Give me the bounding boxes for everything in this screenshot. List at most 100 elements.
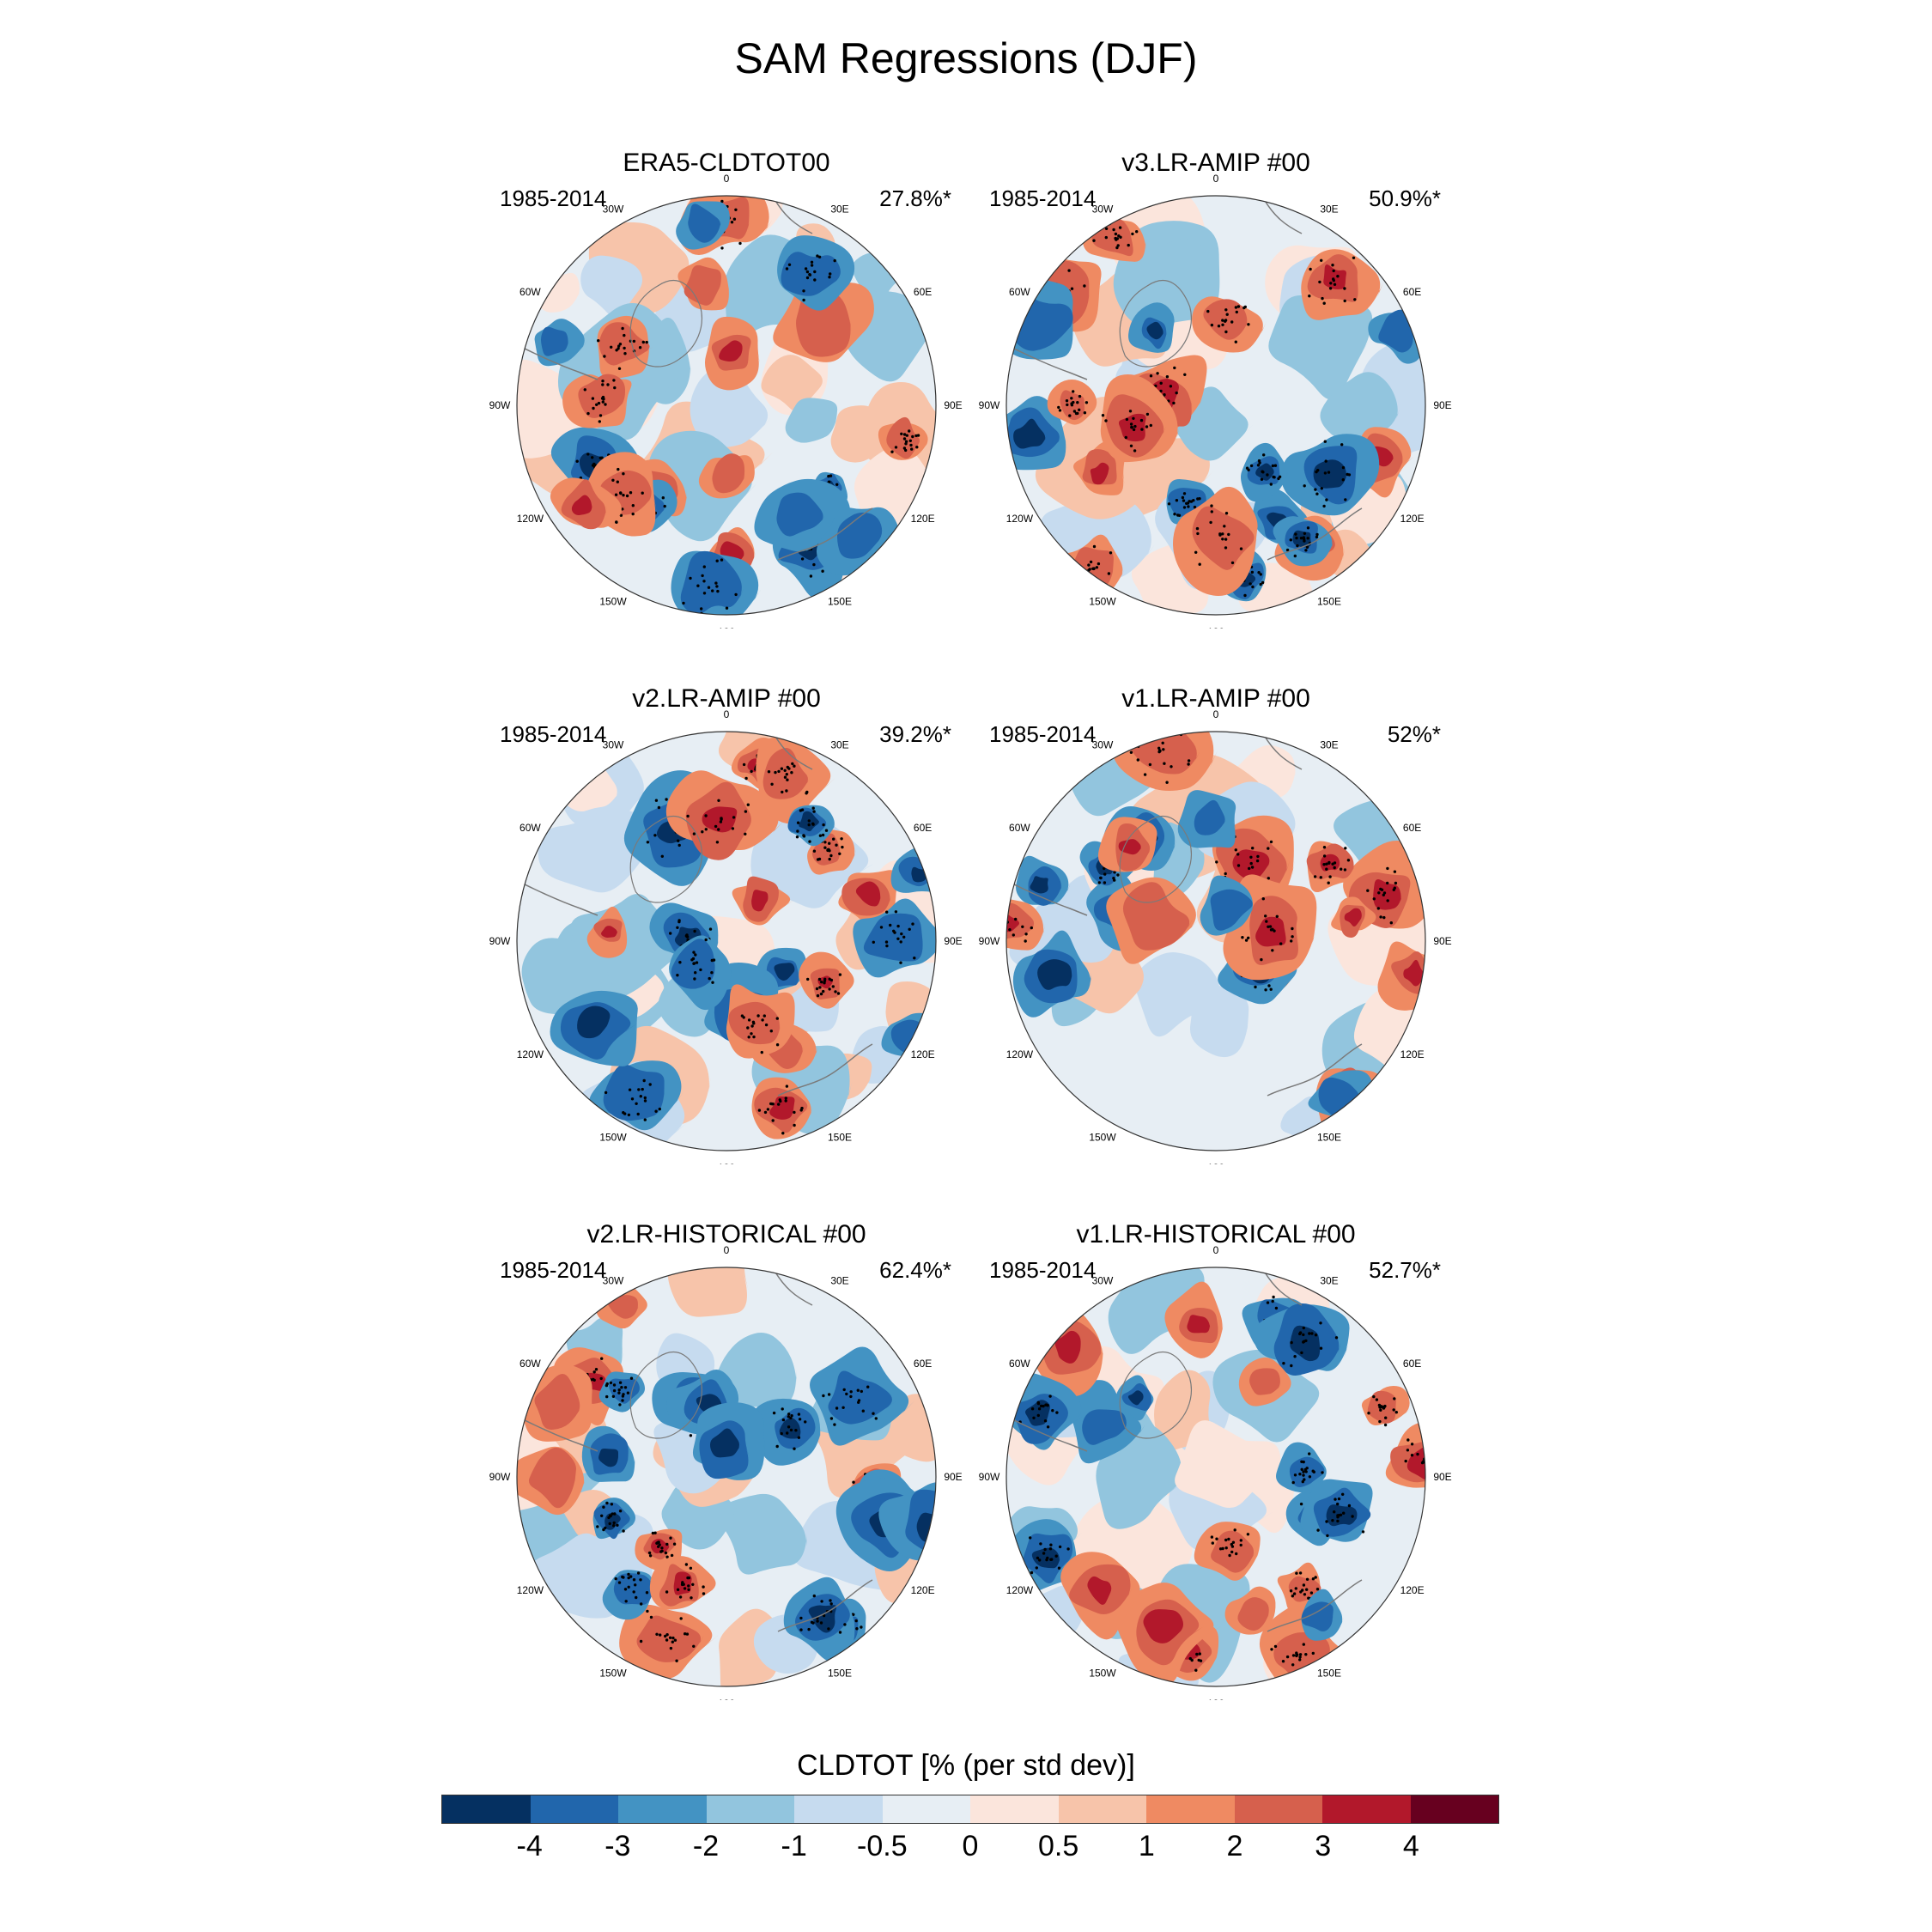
colorbar-title: CLDTOT [% (per std dev)] [797, 1749, 1135, 1782]
longitude-label: 150E [828, 1668, 852, 1680]
map-frame [1005, 195, 1426, 616]
panel-period: 1985-2014 [500, 721, 607, 747]
longitude-label: 120W [517, 1584, 544, 1596]
colorbar-swatch [1234, 1795, 1322, 1823]
longitude-label: 120W [1006, 513, 1034, 525]
longitude-label: 60W [1009, 1358, 1030, 1370]
colorbar [441, 1795, 1499, 1824]
longitude-label: 30W [603, 1274, 624, 1286]
colorbar-swatch [1058, 1795, 1146, 1823]
panel-title: v2.LR-HISTORICAL #00 [586, 1220, 866, 1249]
longitude-label: 180 [1207, 1698, 1224, 1700]
panel-period: 1985-2014 [500, 1257, 607, 1283]
map-frame [516, 195, 937, 616]
polar-map: 0 30E 60E 90E 120E 150E 180 150W 120W 90W 60W 30W [979, 708, 1452, 1164]
longitude-label: 90W [979, 1471, 1000, 1483]
colorbar-tick-label: 1 [1138, 1830, 1155, 1862]
longitude-label: 90W [489, 935, 511, 947]
longitude-label: 60E [1403, 286, 1421, 298]
colorbar-swatch [442, 1795, 531, 1823]
map-panel-v1-amip: v1.LR-AMIP #00 1985-2014 52%* 0 30E 60E 90E… [958, 683, 1473, 1164]
longitude-label: 30E [830, 738, 848, 750]
longitude-label: 0 [724, 1244, 730, 1256]
longitude-label: 180 [718, 626, 735, 629]
colorbar-swatch [706, 1795, 794, 1823]
colorbar-swatch [970, 1795, 1059, 1823]
panel-title: v2.LR-AMIP #00 [632, 684, 821, 713]
panel-period: 1985-2014 [989, 721, 1097, 747]
longitude-label: 90E [1433, 399, 1451, 411]
longitude-label: 30E [830, 1274, 848, 1286]
longitude-label: 0 [724, 173, 730, 185]
colorbar-tick-label: 0 [962, 1830, 979, 1862]
longitude-label: 120W [1006, 1584, 1034, 1596]
map-panel-v3-amip: v3.LR-AMIP #00 1985-2014 50.9%* 0 30E 60E 9… [958, 148, 1473, 629]
longitude-label: 30W [603, 738, 624, 750]
panel-period: 1985-2014 [989, 185, 1097, 211]
longitude-label: 60W [1009, 286, 1030, 298]
map-panel-era5: ERA5-CLDTOT00 1985-2014 27.8%* 0 30E 60E 90… [469, 148, 984, 629]
map-frame [516, 1267, 937, 1687]
longitude-label: 60E [1403, 1358, 1421, 1370]
colorbar-tick-label: 3 [1315, 1830, 1332, 1862]
map-panel-v2-amip: v2.LR-AMIP #00 1985-2014 39.2%* 0 30E 60E 9… [469, 683, 984, 1164]
panel-variance: 50.9%* [1369, 185, 1441, 211]
longitude-label: 90W [489, 1471, 511, 1483]
colorbar-swatch [882, 1795, 970, 1823]
longitude-label: 120E [911, 513, 935, 525]
polar-map: 0 30E 60E 90E 120E 150E 180 150W 120W 90W 60W 30W [489, 173, 963, 629]
longitude-label: 180 [1207, 1162, 1224, 1164]
longitude-label: 90E [944, 399, 962, 411]
colorbar-tick-label: 4 [1402, 1830, 1419, 1862]
colorbar-swatch [1410, 1795, 1498, 1823]
map-field [517, 196, 936, 615]
longitude-label: 150E [828, 1132, 852, 1144]
panel-period: 1985-2014 [500, 185, 607, 211]
longitude-label: 150E [1317, 1132, 1341, 1144]
panel-variance: 52.7%* [1369, 1257, 1441, 1283]
map-panel-v1-historical: v1.LR-HISTORICAL #00 1985-2014 52.7%* 0 3… [958, 1219, 1473, 1700]
longitude-label: 30W [1092, 1274, 1114, 1286]
longitude-label: 30E [1320, 738, 1338, 750]
longitude-label: 90W [489, 399, 511, 411]
longitude-label: 60E [914, 822, 932, 834]
colorbar-swatch [618, 1795, 707, 1823]
map-field [1006, 1267, 1425, 1686]
colorbar-tick-label: 0.5 [1038, 1830, 1079, 1862]
map-frame [516, 731, 937, 1151]
longitude-label: 150W [1089, 1132, 1116, 1144]
longitude-label: 60W [519, 1358, 541, 1370]
map-frame [1005, 1267, 1426, 1687]
longitude-label: 150W [1089, 1668, 1116, 1680]
longitude-label: 150W [599, 1132, 627, 1144]
panel-variance: 27.8%* [879, 185, 951, 211]
panel-variance: 62.4%* [879, 1257, 951, 1283]
polar-map: 0 30E 60E 90E 120E 150E 180 150W 120W 90W 60W 30W [489, 708, 963, 1164]
longitude-label: 0 [724, 708, 730, 720]
colorbar-swatch [530, 1795, 618, 1823]
colorbar-tick-label: -0.5 [857, 1830, 908, 1862]
longitude-label: 30E [1320, 1274, 1338, 1286]
longitude-label: 90E [944, 1471, 962, 1483]
longitude-label: 30W [1092, 738, 1114, 750]
longitude-label: 0 [1213, 173, 1219, 185]
longitude-label: 30E [830, 203, 848, 215]
longitude-label: 150E [828, 596, 852, 608]
polar-map: 0 30E 60E 90E 120E 150E 180 150W 120W 90W 60W 30W [979, 1244, 1452, 1700]
longitude-label: 90W [979, 399, 1000, 411]
map-field [1006, 732, 1425, 1151]
longitude-label: 150E [1317, 596, 1341, 608]
panel-title: v3.LR-AMIP #00 [1121, 149, 1310, 177]
longitude-label: 30W [603, 203, 624, 215]
longitude-label: 60E [1403, 822, 1421, 834]
longitude-label: 120E [911, 1048, 935, 1060]
colorbar-tick-label: -3 [605, 1830, 631, 1862]
colorbar-swatch [1322, 1795, 1411, 1823]
longitude-label: 180 [1207, 626, 1224, 629]
map-field [517, 732, 936, 1151]
longitude-label: 150W [599, 1668, 627, 1680]
longitude-label: 120W [517, 1048, 544, 1060]
longitude-label: 150W [1089, 596, 1116, 608]
panel-period: 1985-2014 [989, 1257, 1097, 1283]
